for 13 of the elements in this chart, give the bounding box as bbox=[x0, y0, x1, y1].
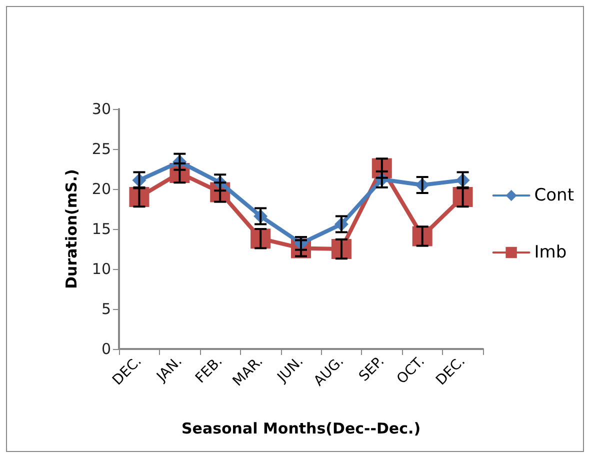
y-tick-label: 30 bbox=[92, 100, 111, 118]
y-tick-label: 10 bbox=[92, 260, 111, 278]
y-tick-label: 25 bbox=[92, 140, 111, 158]
y-tick-label: 0 bbox=[101, 340, 111, 358]
y-tick-label: 5 bbox=[101, 300, 111, 318]
x-axis-title: Seasonal Months(Dec--Dec.) bbox=[181, 420, 421, 438]
x-tick-label: FEB. bbox=[192, 353, 226, 387]
legend-label: Cont bbox=[534, 186, 574, 206]
y-tick-label: 15 bbox=[92, 220, 111, 238]
legend-label: Imb bbox=[534, 242, 567, 262]
y-tick-label: 20 bbox=[92, 180, 111, 198]
y-axis-title: Duration(mS.) bbox=[62, 169, 80, 289]
x-tick-label: SEP. bbox=[356, 353, 388, 385]
